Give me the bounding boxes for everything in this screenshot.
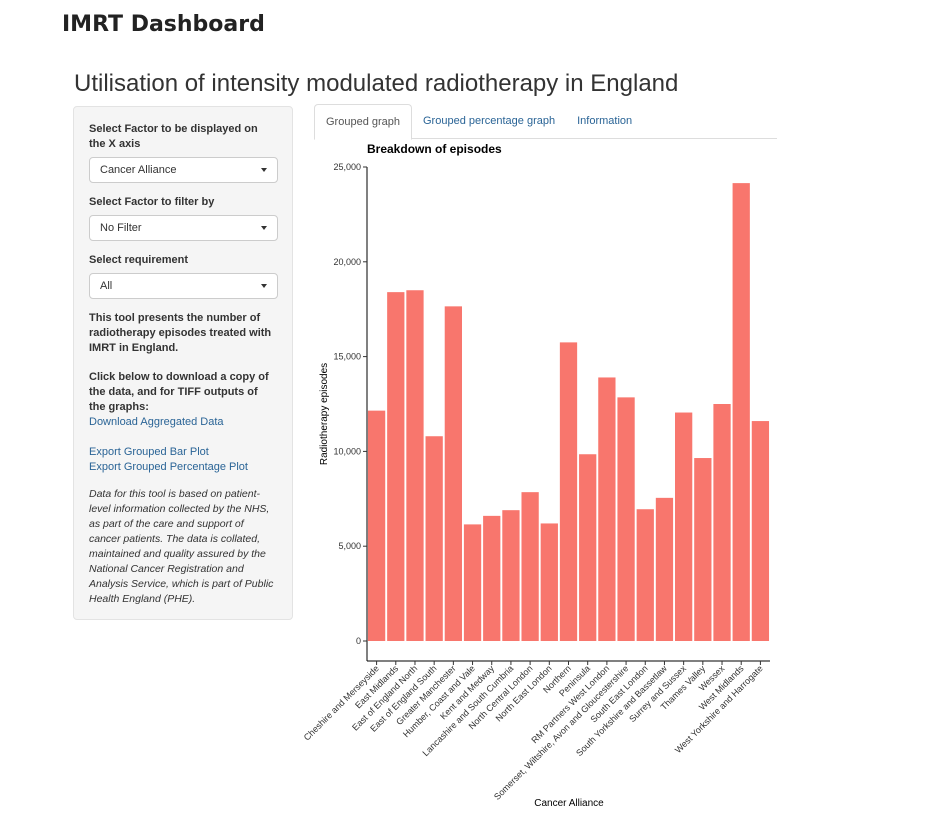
bar <box>540 523 558 641</box>
bar <box>617 397 635 641</box>
bar <box>463 524 482 641</box>
app-title: IMRT Dashboard <box>62 12 265 37</box>
y-tick-label: 25,000 <box>333 162 361 172</box>
y-tick-label: 5,000 <box>338 541 361 551</box>
bar <box>387 292 405 641</box>
filter-factor-select[interactable]: No Filter <box>89 215 278 241</box>
chart-title: Breakdown of episodes <box>367 142 502 156</box>
requirement-value: All <box>100 280 113 292</box>
caret-down-icon <box>261 284 267 288</box>
export-percentage-plot-link[interactable]: Export Grouped Percentage Plot <box>89 461 248 473</box>
y-tick-label: 10,000 <box>333 446 361 456</box>
bar <box>444 306 462 641</box>
x-axis-factor-label: Select Factor to be displayed on the X a… <box>89 123 258 150</box>
x-axis-factor-value: Cancer Alliance <box>100 164 177 176</box>
tab-grouped-percentage-graph[interactable]: Grouped percentage graph <box>423 115 556 127</box>
page-title: Utilisation of intensity modulated radio… <box>74 70 679 97</box>
y-tick-label: 0 <box>356 636 361 646</box>
data-source-note: Data for this tool is based on patient-l… <box>89 488 274 605</box>
bar <box>655 497 674 641</box>
bar <box>751 421 770 641</box>
tab-grouped-graph[interactable]: Grouped graph <box>314 104 412 140</box>
x-tick-label: Cheshire and Merseyside <box>302 663 381 742</box>
bar <box>732 183 750 641</box>
y-tick-label: 20,000 <box>333 257 361 267</box>
sidebar-panel: Select Factor to be displayed on the X a… <box>73 106 293 620</box>
bar <box>598 377 616 641</box>
info-text: This tool presents the number of radioth… <box>89 312 272 354</box>
bar <box>636 509 654 641</box>
caret-down-icon <box>261 168 267 172</box>
bar-chart: Breakdown of episodes 0 5,000 10,000 15,000 2… <box>302 142 770 809</box>
export-bar-plot-link[interactable]: Export Grouped Bar Plot <box>89 446 209 458</box>
bar <box>579 454 597 641</box>
bar <box>483 515 501 641</box>
bar <box>502 510 520 641</box>
bar <box>559 342 578 641</box>
bar <box>675 412 693 641</box>
y-axis-title: Radiotherapy episodes <box>319 363 330 465</box>
filter-factor-label: Select Factor to filter by <box>89 196 215 208</box>
download-text: Click below to download a copy of the da… <box>89 371 269 413</box>
requirement-select[interactable]: All <box>89 273 278 299</box>
filter-factor-value: No Filter <box>100 222 142 234</box>
tab-information[interactable]: Information <box>577 115 633 127</box>
requirement-label: Select requirement <box>89 254 189 266</box>
bar <box>694 458 712 641</box>
bar <box>367 410 386 641</box>
bar <box>425 436 443 641</box>
tab-bar: Grouped graph Grouped percentage graph I… <box>314 104 777 140</box>
bar <box>713 404 731 641</box>
y-tick-label: 15,000 <box>333 352 361 362</box>
bar <box>521 492 539 641</box>
caret-down-icon <box>261 226 267 230</box>
bar <box>406 290 424 641</box>
x-axis-title: Cancer Alliance <box>534 798 604 809</box>
x-axis-factor-select[interactable]: Cancer Alliance <box>89 157 278 183</box>
download-data-link[interactable]: Download Aggregated Data <box>89 416 224 428</box>
